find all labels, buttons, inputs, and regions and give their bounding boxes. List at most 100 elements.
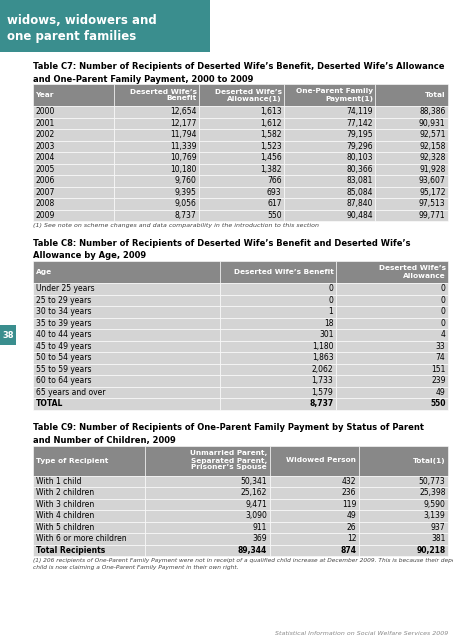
Text: 2008: 2008: [35, 199, 55, 208]
Text: 25 to 29 years: 25 to 29 years: [35, 296, 91, 305]
Text: One-Parent Family
Payment(1): One-Parent Family Payment(1): [296, 88, 373, 102]
Bar: [270, 499, 359, 510]
Bar: [284, 141, 376, 152]
Text: 74: 74: [436, 353, 445, 362]
Bar: [33, 445, 145, 476]
Text: 88,386: 88,386: [419, 108, 445, 116]
Bar: [145, 533, 270, 545]
Text: 4: 4: [441, 330, 445, 339]
Bar: [33, 141, 114, 152]
Text: 35 to 39 years: 35 to 39 years: [35, 319, 91, 328]
Text: 2006: 2006: [35, 176, 55, 185]
Text: 9,471: 9,471: [246, 500, 267, 509]
Bar: [145, 476, 270, 487]
Bar: [359, 545, 448, 556]
Bar: [359, 499, 448, 510]
Text: With 1 child: With 1 child: [35, 477, 81, 486]
Bar: [33, 261, 220, 283]
Text: 92,158: 92,158: [419, 141, 445, 151]
Bar: [199, 198, 284, 209]
Text: 12: 12: [347, 534, 356, 543]
Text: 2005: 2005: [35, 164, 55, 173]
Bar: [199, 163, 284, 175]
Bar: [376, 175, 448, 186]
Bar: [0, 0, 210, 52]
Bar: [33, 152, 114, 163]
Text: 0: 0: [441, 307, 445, 316]
Bar: [33, 329, 220, 340]
Text: 8,737: 8,737: [309, 399, 333, 408]
Bar: [199, 118, 284, 129]
Bar: [270, 533, 359, 545]
Bar: [376, 209, 448, 221]
Bar: [376, 106, 448, 118]
Text: Table C9: Number of Recipients of One-Parent Family Payment by Status of Parent
: Table C9: Number of Recipients of One-Pa…: [33, 424, 424, 445]
Text: Total(1): Total(1): [413, 458, 445, 463]
Bar: [33, 186, 114, 198]
Text: Total: Total: [425, 92, 445, 98]
Bar: [220, 375, 336, 387]
Text: 49: 49: [347, 511, 356, 520]
Bar: [284, 84, 376, 106]
Text: With 6 or more children: With 6 or more children: [35, 534, 126, 543]
Bar: [376, 163, 448, 175]
Bar: [33, 163, 114, 175]
Text: 60 to 64 years: 60 to 64 years: [35, 376, 91, 385]
Text: 79,296: 79,296: [346, 141, 373, 151]
Text: 1,733: 1,733: [312, 376, 333, 385]
Text: Age: Age: [35, 269, 52, 275]
Text: With 3 children: With 3 children: [35, 500, 94, 509]
Text: 874: 874: [340, 546, 356, 555]
Text: 239: 239: [431, 376, 445, 385]
Text: 92,328: 92,328: [419, 153, 445, 163]
Text: 3,090: 3,090: [245, 511, 267, 520]
Bar: [284, 163, 376, 175]
Bar: [33, 487, 145, 499]
Bar: [0, 325, 16, 345]
Text: 83,081: 83,081: [347, 176, 373, 185]
Text: Type of Recipient: Type of Recipient: [35, 458, 108, 463]
Bar: [376, 152, 448, 163]
Text: 2003: 2003: [35, 141, 55, 151]
Bar: [270, 510, 359, 522]
Bar: [220, 329, 336, 340]
Bar: [336, 283, 448, 294]
Bar: [33, 545, 145, 556]
Bar: [376, 84, 448, 106]
Bar: [114, 152, 199, 163]
Bar: [199, 152, 284, 163]
Text: 1,456: 1,456: [260, 153, 282, 163]
Text: 9,590: 9,590: [424, 500, 445, 509]
Bar: [336, 317, 448, 329]
Bar: [199, 84, 284, 106]
Text: 617: 617: [267, 199, 282, 208]
Bar: [33, 522, 145, 533]
Text: 92,571: 92,571: [419, 131, 445, 140]
Bar: [33, 352, 220, 364]
Bar: [376, 141, 448, 152]
Text: 25,162: 25,162: [241, 488, 267, 497]
Text: 18: 18: [324, 319, 333, 328]
Bar: [33, 340, 220, 352]
Bar: [376, 198, 448, 209]
Bar: [33, 499, 145, 510]
Text: 236: 236: [342, 488, 356, 497]
Bar: [336, 352, 448, 364]
Bar: [336, 329, 448, 340]
Text: Deserted Wife’s
Benefit: Deserted Wife’s Benefit: [130, 88, 197, 102]
Text: one parent families: one parent families: [7, 30, 136, 43]
Text: With 4 children: With 4 children: [35, 511, 94, 520]
Text: 79,195: 79,195: [346, 131, 373, 140]
Text: 45 to 49 years: 45 to 49 years: [35, 342, 91, 351]
Text: 9,056: 9,056: [174, 199, 197, 208]
Text: 119: 119: [342, 500, 356, 509]
Text: 911: 911: [253, 523, 267, 532]
Bar: [33, 209, 114, 221]
Bar: [336, 294, 448, 306]
Bar: [359, 522, 448, 533]
Text: 432: 432: [342, 477, 356, 486]
Bar: [199, 106, 284, 118]
Bar: [114, 106, 199, 118]
Bar: [114, 129, 199, 141]
Text: 8,737: 8,737: [175, 211, 197, 220]
